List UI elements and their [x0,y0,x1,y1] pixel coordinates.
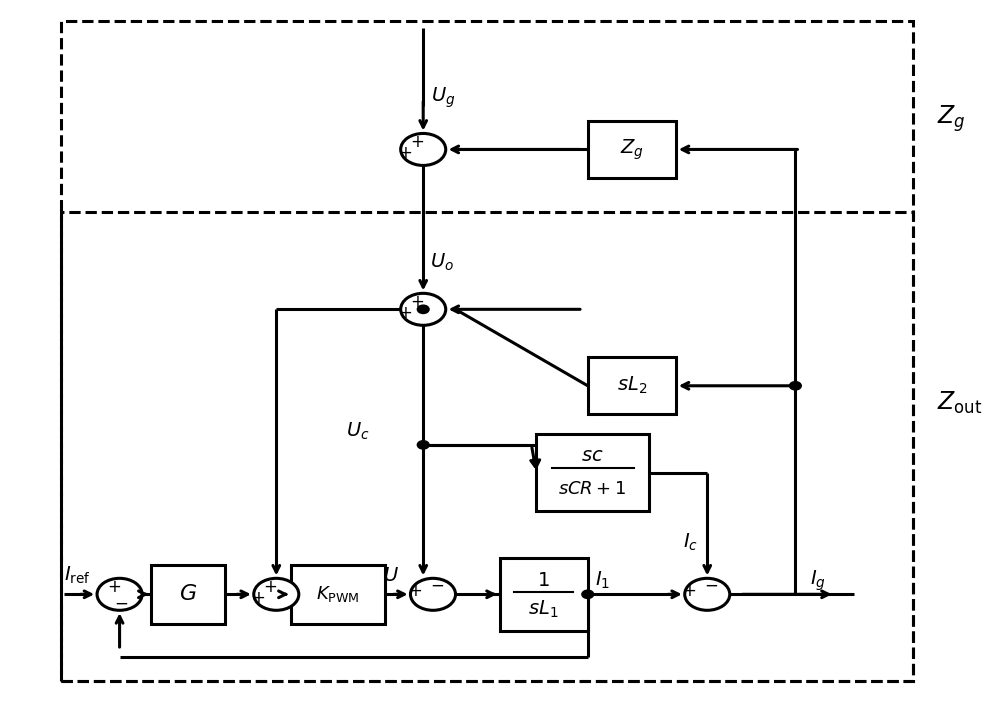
Circle shape [417,305,429,313]
Text: +: + [399,144,413,162]
Text: $G$: $G$ [179,584,197,604]
Circle shape [401,133,446,165]
Text: +: + [107,579,121,596]
Text: $U_g$: $U_g$ [431,85,455,110]
Text: $sc$: $sc$ [581,446,604,465]
Text: $I_{\rm ref}$: $I_{\rm ref}$ [64,565,91,586]
Circle shape [790,381,801,390]
Text: $I_1$: $I_1$ [595,570,610,591]
Bar [61,21,913,681]
Text: $sL_2$: $sL_2$ [617,375,647,396]
Text: $U_o$: $U_o$ [430,252,454,274]
Text: $I_g$: $I_g$ [810,568,826,593]
Text: $I_c$: $I_c$ [683,532,698,553]
Circle shape [685,579,730,610]
Circle shape [97,579,142,610]
Circle shape [401,294,446,325]
Text: +: + [399,303,413,322]
Text: −: − [115,594,128,613]
Text: −: − [704,576,718,594]
Text: $U$: $U$ [383,566,399,585]
Text: $Z_g$: $Z_g$ [620,138,644,162]
Text: −: − [430,576,444,594]
Circle shape [410,579,456,610]
Circle shape [582,590,594,598]
Text: +: + [252,588,266,607]
Text: $K_{\rm PWM}$: $K_{\rm PWM}$ [316,584,360,604]
Text: $Z_g$: $Z_g$ [937,103,966,133]
Text: $U_c$: $U_c$ [346,420,369,442]
Bar [151,565,225,624]
Bar [588,357,676,414]
Text: +: + [683,582,697,600]
Circle shape [417,441,429,449]
Bar [536,435,649,511]
Bar [588,121,676,178]
Circle shape [254,579,299,610]
Bar [500,558,588,631]
Bar [291,565,385,624]
Text: $sL_1$: $sL_1$ [528,599,559,620]
Text: $sCR+1$: $sCR+1$ [558,481,627,498]
Text: $1$: $1$ [537,571,550,590]
Text: +: + [408,582,422,600]
Text: +: + [410,294,424,311]
Text: +: + [263,579,277,596]
Text: +: + [410,133,424,152]
Text: $Z_{\rm out}$: $Z_{\rm out}$ [937,390,983,416]
Bar [61,212,913,681]
